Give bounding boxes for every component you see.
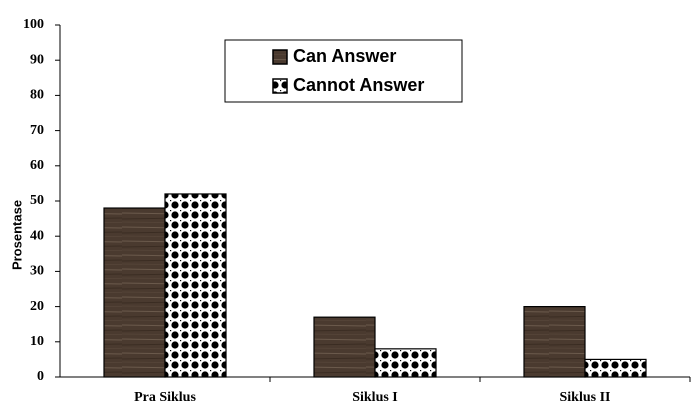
y-tick-label: 80 bbox=[30, 88, 44, 103]
x-tick-label: Pra Siklus bbox=[134, 390, 196, 405]
y-axis-label: Prosentase bbox=[9, 200, 24, 270]
x-tick-label: Siklus II bbox=[560, 390, 611, 405]
y-tick-label: 20 bbox=[30, 299, 44, 314]
y-tick-label: 10 bbox=[30, 334, 44, 349]
x-tick-label: Siklus I bbox=[352, 390, 398, 405]
y-tick-label: 90 bbox=[30, 52, 44, 67]
y-tick-label: 40 bbox=[30, 228, 44, 243]
y-tick-label: 70 bbox=[30, 123, 44, 138]
legend-label: Can Answer bbox=[293, 46, 396, 66]
y-tick-label: 60 bbox=[30, 158, 44, 173]
bar bbox=[584, 358, 647, 378]
bar bbox=[164, 193, 227, 378]
legend-swatch bbox=[272, 49, 288, 65]
legend-swatch bbox=[272, 78, 288, 94]
y-tick-label: 0 bbox=[37, 369, 44, 384]
legend bbox=[224, 39, 463, 103]
bar bbox=[103, 207, 166, 378]
bar bbox=[374, 348, 437, 378]
bar bbox=[313, 316, 376, 378]
y-tick-label: 30 bbox=[30, 264, 44, 279]
bar bbox=[523, 306, 586, 378]
y-tick-label: 100 bbox=[23, 17, 44, 32]
y-tick-label: 50 bbox=[30, 193, 44, 208]
legend-label: Cannot Answer bbox=[293, 75, 424, 95]
